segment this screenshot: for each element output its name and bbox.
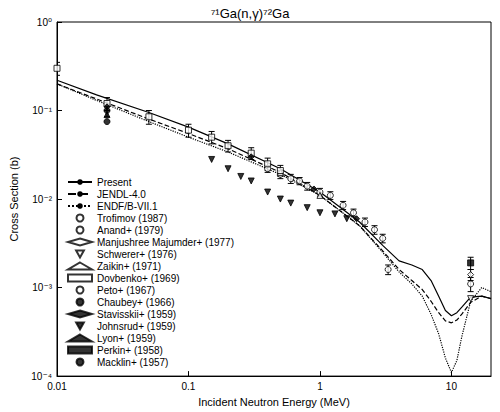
svg-text:Macklin+ (1957): Macklin+ (1957) xyxy=(97,357,168,368)
svg-text:Perkin+ (1958): Perkin+ (1958) xyxy=(97,345,163,356)
svg-text:Dovbenko+ (1969): Dovbenko+ (1969) xyxy=(97,273,180,284)
svg-text:0.01: 0.01 xyxy=(47,381,67,392)
svg-text:Johnsrud+ (1959): Johnsrud+ (1959) xyxy=(97,321,176,332)
svg-text:Incident Neutron Energy (MeV): Incident Neutron Energy (MeV) xyxy=(198,396,350,408)
svg-text:10⁻¹: 10⁻¹ xyxy=(32,105,52,116)
svg-text:10⁰: 10⁰ xyxy=(37,17,52,28)
svg-text:Present: Present xyxy=(97,177,132,188)
svg-text:Cross Section (b): Cross Section (b) xyxy=(8,157,20,242)
svg-text:Zaikin+ (1971): Zaikin+ (1971) xyxy=(97,261,161,272)
svg-text:0.1: 0.1 xyxy=(182,381,196,392)
svg-text:JENDL-4.0: JENDL-4.0 xyxy=(97,189,146,200)
svg-text:10⁻³: 10⁻³ xyxy=(32,282,52,293)
svg-text:Peto+ (1967): Peto+ (1967) xyxy=(97,285,155,296)
svg-text:10⁻²: 10⁻² xyxy=(32,194,52,205)
svg-text:Manjushree Majumder+ (1977): Manjushree Majumder+ (1977) xyxy=(97,237,234,248)
svg-text:ENDF/B-VII.1: ENDF/B-VII.1 xyxy=(97,201,158,212)
svg-text:1: 1 xyxy=(317,381,323,392)
svg-text:10⁻⁴: 10⁻⁴ xyxy=(31,370,52,382)
svg-text:Schwerer+ (1976): Schwerer+ (1976) xyxy=(97,249,177,260)
svg-text:⁷¹Ga(n,γ)⁷²Ga: ⁷¹Ga(n,γ)⁷²Ga xyxy=(211,6,291,21)
svg-text:10: 10 xyxy=(446,381,458,392)
svg-text:Lyon+ (1959): Lyon+ (1959) xyxy=(97,333,156,344)
svg-text:Trofimov (1987): Trofimov (1987) xyxy=(97,213,167,224)
svg-text:Stavisskii+ (1959): Stavisskii+ (1959) xyxy=(97,309,176,320)
svg-text:Chaubey+ (1966): Chaubey+ (1966) xyxy=(97,297,175,308)
svg-text:Anand+ (1979): Anand+ (1979) xyxy=(97,225,163,236)
